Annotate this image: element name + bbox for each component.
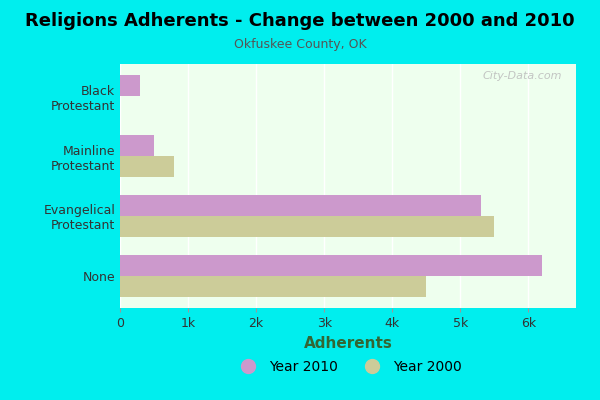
Text: City-Data.com: City-Data.com [483, 71, 562, 81]
Bar [120, 255, 542, 276]
Text: Okfuskee County, OK: Okfuskee County, OK [233, 38, 367, 51]
Legend: Year 2010, Year 2000: Year 2010, Year 2000 [229, 354, 467, 379]
Bar [120, 135, 154, 156]
Bar [120, 276, 426, 297]
X-axis label: Adherents: Adherents [304, 336, 392, 350]
Bar [120, 156, 175, 177]
Bar [120, 195, 481, 216]
Text: Religions Adherents - Change between 2000 and 2010: Religions Adherents - Change between 200… [25, 12, 575, 30]
Bar [120, 75, 140, 96]
Bar [120, 216, 494, 237]
